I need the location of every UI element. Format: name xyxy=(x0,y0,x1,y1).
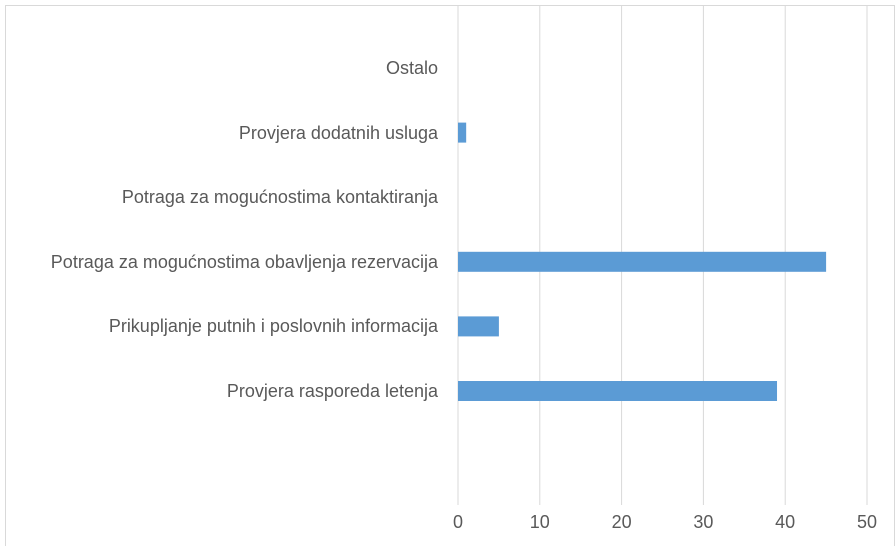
bar xyxy=(458,316,499,337)
y-tick-label: Potraga za mogućnostima obavljenja rezer… xyxy=(50,251,438,272)
y-tick-label: Provjera rasporeda letenja xyxy=(226,381,438,401)
x-tick-label: 50 xyxy=(857,512,877,532)
x-tick-label: 0 xyxy=(453,512,463,532)
y-tick-label: Potraga za mogućnostima kontaktiranja xyxy=(121,187,438,208)
chart-border xyxy=(5,5,895,546)
y-tick-label: Prikupljanje putnih i poslovnih informac… xyxy=(108,316,438,337)
x-tick-label: 10 xyxy=(530,512,550,532)
bar xyxy=(458,251,827,272)
x-tick-label: 30 xyxy=(693,512,713,532)
y-tick-label: Provjera dodatnih usluga xyxy=(238,122,438,143)
bar xyxy=(458,122,467,143)
y-tick-label: Ostalo xyxy=(385,58,438,78)
x-tick-label: 40 xyxy=(775,512,795,532)
bar xyxy=(458,381,778,401)
x-tick-label: 20 xyxy=(612,512,632,532)
